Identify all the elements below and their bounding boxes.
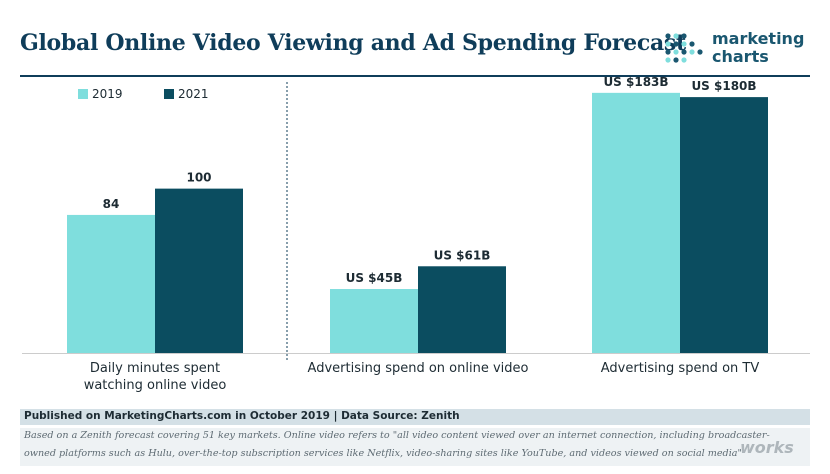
marketingcharts-logo: marketing charts [664,30,814,70]
group-label-3-line-1: Advertising spend on TV [601,361,760,376]
data-label-1-2019: 84 [103,197,120,211]
logo-wordmark: marketing charts [712,30,804,66]
title-rule [20,75,810,77]
page-title: Global Online Video Viewing and Ad Spend… [20,30,686,56]
data-label-3-2021: US $180B [691,79,756,93]
legend-label-2021: 2021 [178,87,209,101]
data-label-1-2021: 100 [186,171,211,185]
footnote-line-2: owned platforms such as Hulu, over-the-t… [24,448,742,459]
source-text: Published on MarketingCharts.com in Octo… [24,410,460,422]
footnote: Based on a Zenith forecast covering 51 k… [20,428,810,466]
bar-1-2019 [67,214,155,353]
legend-label-2019: 2019 [92,87,123,101]
footnote-line-1: Based on a Zenith forecast covering 51 k… [24,430,770,441]
bar-3-2021 [680,97,768,353]
source-bar: Published on MarketingCharts.com in Octo… [20,409,810,425]
data-label-3-2019: US $183B [603,75,668,89]
group-label-2-line-1: Advertising spend on online video [308,361,529,376]
bar-1-2021 [155,188,243,353]
group-label-1-line-2: watching online video [84,378,227,393]
bar-2-2019 [330,289,418,353]
legend-swatch-2019 [78,89,88,99]
logo-line-2: charts [712,47,769,66]
grouped-bar-chart: 2019 2021 84 100 Daily minutes spent watching… [22,75,810,393]
logo-dots-icon [665,33,703,63]
logo-line-1: marketing [712,29,805,48]
group-label-1-line-1: Daily minutes spent [90,361,220,376]
legend-swatch-2021 [164,89,174,99]
bar-2-2021 [418,266,506,353]
data-label-2-2021: US $61B [434,248,491,262]
bar-3-2019 [592,92,680,353]
data-label-2-2019: US $45B [346,271,403,285]
watermark: works [740,438,794,457]
